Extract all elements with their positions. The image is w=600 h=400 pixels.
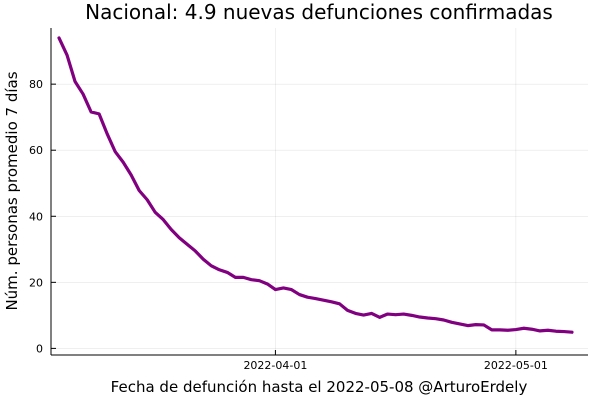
- y-axis-label: Núm. personas promedio 7 días: [3, 71, 21, 310]
- series-line: [57, 36, 574, 334]
- x-axis-label: Fecha de defunción hasta el 2022-05-08 @…: [111, 378, 528, 396]
- y-tick-label: 60: [29, 144, 43, 157]
- x-ticks: 2022-04-01 2022-05-01: [243, 350, 548, 372]
- chart-title: Nacional: 4.9 nuevas defunciones confirm…: [85, 0, 553, 24]
- axes: [50, 28, 588, 356]
- y-tick-label: 0: [36, 342, 43, 355]
- y-tick-label: 40: [29, 210, 43, 223]
- x-tick-label: 2022-04-01: [243, 359, 307, 372]
- grid-lines: [51, 28, 588, 355]
- y-tick-label: 80: [29, 78, 43, 91]
- y-tick-label: 20: [29, 276, 43, 289]
- y-ticks: 0 20 40 60 80: [29, 78, 56, 355]
- series: [57, 36, 574, 334]
- x-tick-label: 2022-05-01: [484, 359, 548, 372]
